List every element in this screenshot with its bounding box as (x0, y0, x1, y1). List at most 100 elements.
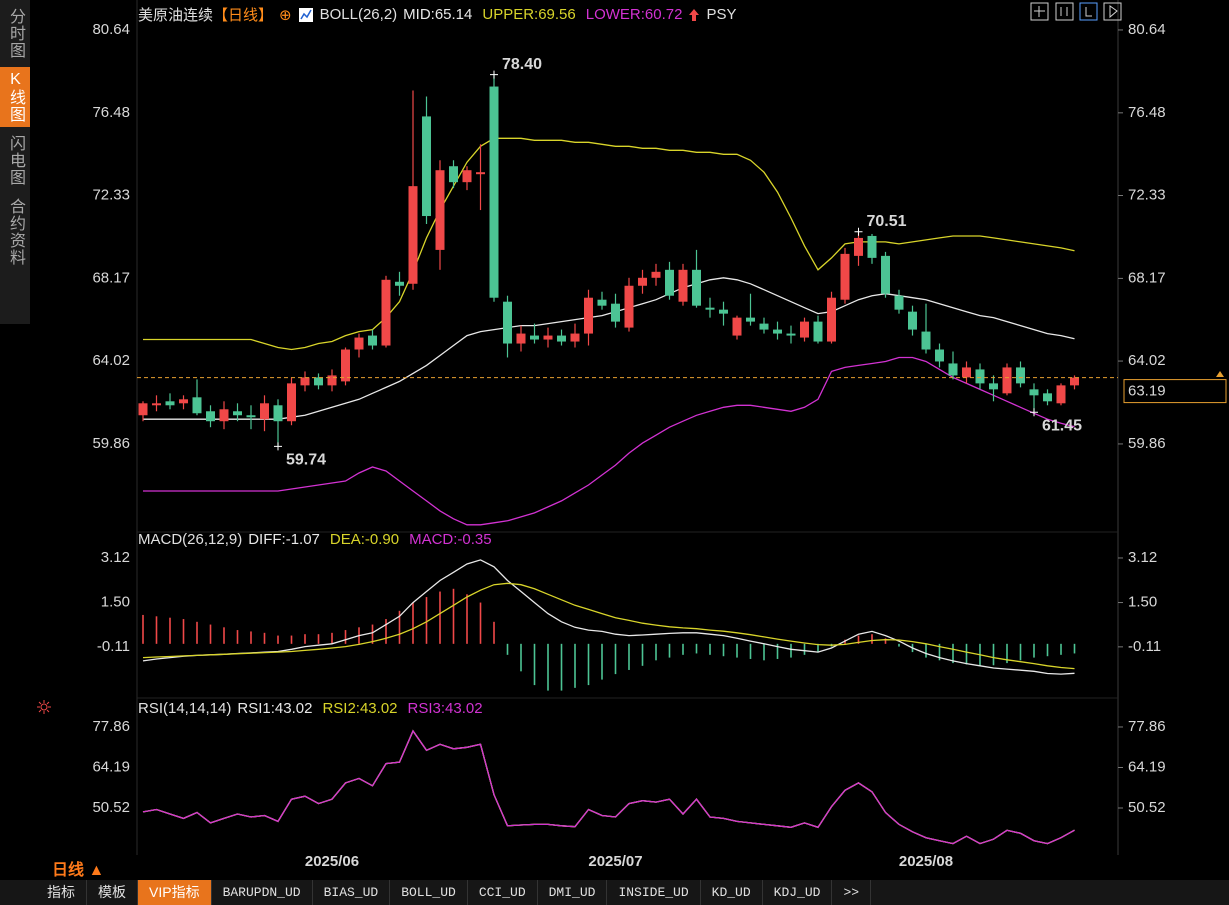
macd-bar (817, 643, 819, 653)
bottom-tab[interactable]: 模板 (87, 880, 138, 905)
candle-body (989, 383, 998, 390)
boll-icon[interactable] (298, 7, 314, 23)
candle-body (422, 116, 431, 217)
extreme-label: 59.74 (286, 452, 326, 469)
y-tick-label: 80.64 (92, 21, 130, 38)
candle-body (287, 383, 296, 422)
macd-bar (763, 643, 765, 661)
add-icon[interactable]: ⊕ (279, 6, 292, 24)
switch-icon[interactable] (688, 8, 700, 22)
legend-entry: DEA:-0.90 (329, 531, 400, 548)
bottom-tabs: 指标 模板 VIP指标 BARUPDN_UD BIAS_UD BOLL_UD CCI_UD D… (0, 880, 1229, 905)
macd-bar (1019, 643, 1022, 661)
y-tick-label: -0.11 (1128, 638, 1161, 655)
y-tick-label: 50.52 (92, 799, 130, 816)
bottom-tab[interactable]: KD_UD (701, 880, 763, 905)
bottom-tab[interactable]: DMI_UD (538, 880, 608, 905)
legend-entry: RSI3:43.02 (407, 700, 483, 717)
series-line (142, 582, 1075, 670)
candle-body (597, 299, 607, 306)
sidebar: 分时图 K线图闪电图合约资料 (0, 0, 30, 324)
macd-bar (155, 616, 158, 644)
bottom-tab[interactable]: CCI_UD (468, 880, 538, 905)
extreme-label: 78.40 (502, 56, 542, 73)
candle-body (705, 307, 715, 310)
candle-body (516, 333, 526, 344)
macd-bar (479, 602, 482, 644)
macd-bar (385, 619, 387, 644)
candle-body (179, 399, 188, 404)
macd-bar (709, 643, 711, 655)
macd-bar (493, 621, 495, 644)
candle-body (327, 375, 337, 386)
candle-body (921, 331, 931, 350)
x-tick-label: 2025/07 (588, 853, 642, 870)
candle-body (395, 281, 404, 286)
y-tick-label: 76.48 (92, 104, 130, 121)
candle-body (368, 335, 377, 346)
bottom-tab[interactable]: BARUPDN_UD (212, 880, 313, 905)
icon[interactable] (1030, 2, 1049, 21)
bottom-tab[interactable]: BIAS_UD (313, 880, 391, 905)
macd-bar (196, 621, 198, 644)
candle-body (314, 377, 323, 386)
candle-body (719, 309, 728, 314)
legend-entry: UPPER:69.56 (482, 6, 576, 23)
extreme-label: 70.51 (867, 213, 907, 230)
icon[interactable] (1079, 2, 1098, 21)
y-tick-label: 72.33 (1128, 186, 1166, 203)
macd-bar (722, 643, 725, 657)
macd-bar (790, 643, 792, 658)
icon[interactable] (1055, 2, 1074, 21)
candle-body (908, 311, 917, 330)
candle-body (219, 409, 229, 422)
macd-bar (614, 643, 617, 675)
y-tick-label: 59.86 (92, 435, 130, 452)
candle-body (435, 170, 445, 250)
candle-body (638, 277, 647, 286)
y-tick-label: 68.17 (92, 269, 130, 286)
candle-body (611, 303, 620, 322)
bottom-tab[interactable]: VIP指标 (138, 880, 212, 905)
candle-body (462, 170, 472, 183)
series-line (142, 729, 1075, 845)
macd-bar (412, 602, 414, 644)
macd-bar (655, 643, 657, 661)
macd-bar (142, 614, 144, 644)
candle-body (732, 317, 742, 336)
candle-body (881, 255, 890, 294)
y-tick-label: 64.19 (92, 758, 130, 775)
candle-body (1056, 385, 1066, 404)
macd-bar (371, 624, 374, 644)
macd-bar (749, 643, 752, 659)
y-tick-label: 64.19 (1128, 758, 1166, 775)
side-tab[interactable]: K线图 (0, 67, 30, 127)
bottom-tab[interactable]: BOLL_UD (390, 880, 468, 905)
side-tab[interactable]: 分时图 (7, 8, 24, 59)
macd-bar (1073, 643, 1076, 654)
macd-bar (682, 643, 684, 655)
bottom-tab[interactable]: 指标 (36, 880, 87, 905)
macd-bar (398, 610, 401, 644)
macd-bar (169, 617, 171, 644)
bottom-tab[interactable]: INSIDE_UD (607, 880, 701, 905)
macd-bar (641, 643, 644, 666)
candle-body (300, 377, 310, 386)
indicator-name: BOLL(26,2) (319, 6, 398, 23)
series-line (143, 137, 1075, 351)
candle-body (827, 297, 836, 342)
macd-bar (520, 643, 522, 672)
y-tick-label: 64.02 (92, 352, 130, 369)
side-tab[interactable]: 合约资料 (7, 198, 24, 266)
macd-bar (1046, 643, 1049, 657)
period-selector[interactable]: 日线 ▲ (52, 862, 105, 879)
macd-bar (439, 591, 441, 644)
bottom-tab[interactable]: >> (832, 880, 872, 905)
extreme-marker (854, 227, 863, 236)
side-tab[interactable]: 闪电图 (7, 135, 24, 186)
indicator-icon[interactable] (37, 700, 51, 714)
bottom-tab[interactable]: KDJ_UD (763, 880, 833, 905)
candle-body (192, 397, 202, 414)
icon[interactable] (1103, 2, 1122, 21)
